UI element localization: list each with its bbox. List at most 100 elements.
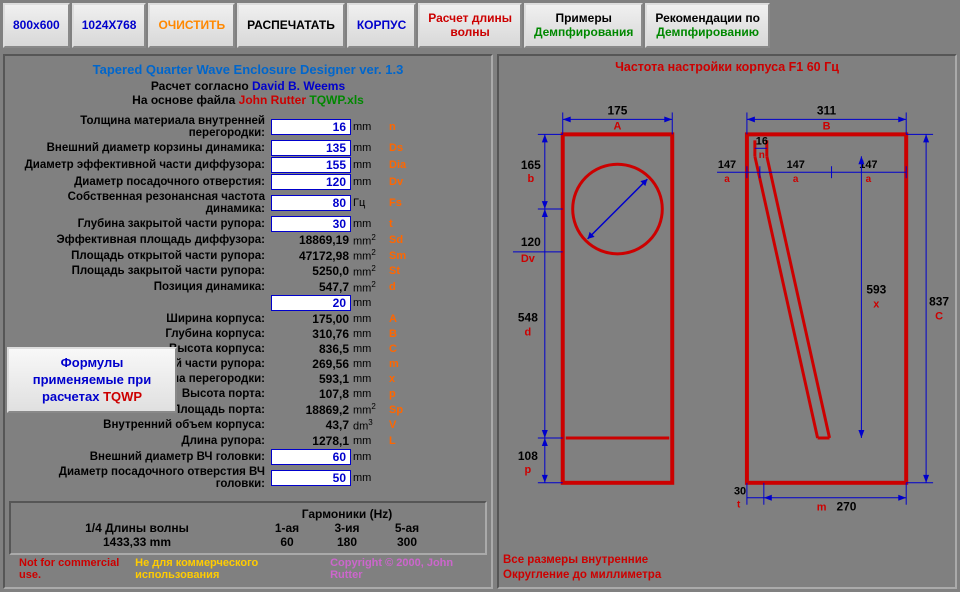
svg-text:147: 147 — [787, 159, 805, 171]
param-label: Внутренний объем корпуса: — [9, 419, 269, 431]
svg-text:x: x — [873, 298, 879, 310]
param-unit: mm2 — [353, 248, 387, 263]
param-label: Площадь открытой части рупора: — [9, 250, 269, 262]
param-label: Глубина закрытой части рупора: — [9, 218, 269, 230]
param-unit: mm2 — [353, 280, 387, 295]
res-800-button[interactable]: 800x600 — [3, 3, 70, 48]
param-value: 18869,2 — [271, 403, 351, 417]
param-value: 547,7 — [271, 280, 351, 294]
param-value: 5250,0 — [271, 264, 351, 278]
param-unit: mm2 — [353, 402, 387, 417]
param-value: 175,00 — [271, 312, 351, 326]
param-value: 1278,1 — [271, 434, 351, 448]
param-input[interactable] — [271, 449, 351, 465]
damping-recommendations-button[interactable]: Рекомендации по Демпфированию — [645, 3, 770, 48]
param-symbol: C — [389, 343, 423, 355]
param-label: Эффективная площадь диффузора: — [9, 234, 269, 246]
enclosure-diagram: 175 A 165 b 120 Dv — [503, 76, 951, 551]
param-unit: mm — [353, 313, 387, 325]
svg-text:d: d — [525, 326, 532, 338]
param-symbol: d — [389, 281, 423, 293]
param-input[interactable] — [271, 157, 351, 173]
param-value: 269,56 — [271, 357, 351, 371]
param-label: Диаметр эффективной части диффузора: — [9, 159, 269, 171]
svg-text:m: m — [817, 501, 827, 513]
res-1024-button[interactable]: 1024X768 — [72, 3, 147, 48]
param-label: Внешний диаметр ВЧ головки: — [9, 451, 269, 463]
param-label: Собственная резонансная частота динамика… — [9, 191, 269, 215]
param-unit: mm — [353, 176, 387, 188]
svg-text:108: 108 — [518, 449, 538, 463]
svg-text:n: n — [759, 150, 765, 161]
param-label: Диаметр посадочного отверстия: — [9, 176, 269, 188]
clear-button[interactable]: ОЧИСТИТЬ — [148, 3, 235, 48]
harmonics-box: Гармоники (Hz) 1/4 Длины волны 1-ая3-ия5… — [9, 501, 487, 555]
param-input[interactable] — [271, 295, 351, 311]
param-input[interactable] — [271, 174, 351, 190]
damping-examples-button[interactable]: Примеры Демпфирования — [524, 3, 643, 48]
param-symbol: Fs — [389, 197, 423, 209]
param-symbol: V — [389, 419, 423, 431]
param-unit: Гц — [353, 197, 387, 209]
param-value: 107,8 — [271, 387, 351, 401]
svg-text:837: 837 — [929, 294, 949, 308]
param-input[interactable] — [271, 195, 351, 211]
param-unit: mm — [353, 472, 387, 484]
svg-text:548: 548 — [518, 310, 538, 324]
param-label: Длина рупора: — [9, 435, 269, 447]
diagram-notes: Все размеры внутренние Округление до мил… — [503, 551, 951, 583]
param-value: 310,76 — [271, 327, 351, 341]
param-unit: mm — [353, 142, 387, 154]
param-symbol: A — [389, 313, 423, 325]
svg-text:30: 30 — [734, 486, 746, 498]
param-symbol: Dia — [389, 159, 423, 171]
param-value: 18869,19 — [271, 233, 351, 247]
param-label: Толщина материала внутренней перегородки… — [9, 115, 269, 139]
param-unit: mm — [353, 358, 387, 370]
param-value: 593,1 — [271, 372, 351, 386]
param-label: Позиция динамика: — [9, 281, 269, 293]
svg-text:147: 147 — [718, 159, 736, 171]
svg-text:Dv: Dv — [521, 253, 536, 265]
param-unit: mm — [353, 343, 387, 355]
svg-text:270: 270 — [837, 499, 857, 513]
svg-text:311: 311 — [817, 103, 837, 117]
param-label: Диаметр посадочного отверстия ВЧ головки… — [9, 466, 269, 490]
svg-text:p: p — [525, 464, 532, 476]
param-value: 47172,98 — [271, 249, 351, 263]
param-symbol: Sp — [389, 404, 423, 416]
app-title: Tapered Quarter Wave Enclosure Designer … — [9, 60, 487, 79]
credits: Расчет согласно David B. Weems На основе… — [9, 79, 487, 115]
param-input[interactable] — [271, 140, 351, 156]
param-input[interactable] — [271, 470, 351, 486]
param-symbol: m — [389, 358, 423, 370]
param-symbol: Ds — [389, 142, 423, 154]
tuning-frequency-title: Частота настройки корпуса F1 60 Гц — [503, 60, 951, 76]
wavelength-button[interactable]: Расчет длины волны — [418, 3, 522, 48]
param-symbol: Sd — [389, 234, 423, 246]
param-input[interactable] — [271, 216, 351, 232]
svg-text:593: 593 — [866, 282, 886, 296]
print-button[interactable]: РАСПЕЧАТАТЬ — [237, 3, 345, 48]
param-value: 43,7 — [271, 418, 351, 432]
param-unit: mm2 — [353, 264, 387, 279]
param-value: 836,5 — [271, 342, 351, 356]
svg-text:a: a — [724, 174, 730, 185]
param-symbol: L — [389, 435, 423, 447]
param-input[interactable] — [271, 119, 351, 135]
footer-text: Not for commercial use. Не для коммерчес… — [9, 555, 487, 583]
param-label: Ширина корпуса: — [9, 313, 269, 325]
param-unit: mm — [353, 218, 387, 230]
svg-text:C: C — [935, 310, 943, 322]
param-symbol: t — [389, 218, 423, 230]
case-button[interactable]: КОРПУС — [347, 3, 416, 48]
svg-text:B: B — [823, 120, 831, 132]
svg-text:16: 16 — [756, 135, 768, 147]
parameters-grid: Толщина материала внутренней перегородки… — [9, 115, 487, 490]
param-unit: mm — [353, 388, 387, 400]
svg-text:b: b — [528, 173, 535, 185]
svg-text:175: 175 — [608, 103, 628, 117]
formulas-button[interactable]: Формулы применяемые при расчетах TQWP — [7, 347, 177, 414]
param-symbol: p — [389, 388, 423, 400]
param-symbol: St — [389, 265, 423, 277]
